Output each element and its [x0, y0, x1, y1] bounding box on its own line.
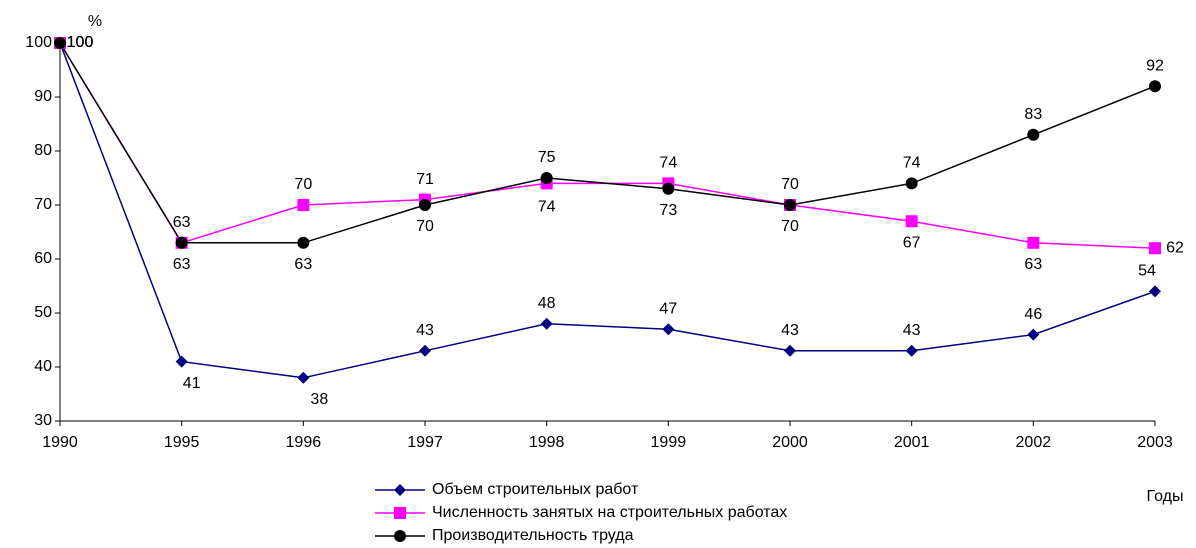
- data-label: 54: [1138, 263, 1156, 280]
- y-tick-label: 50: [34, 304, 52, 321]
- legend-label: Численность занятых на строительных рабо…: [432, 504, 787, 521]
- y-axis-label: %: [88, 13, 102, 30]
- x-tick-label: 1998: [529, 434, 565, 451]
- data-label: 38: [310, 391, 328, 408]
- data-label: 70: [781, 176, 799, 193]
- marker: [784, 344, 796, 357]
- data-label: 62: [1166, 239, 1184, 256]
- marker: [297, 236, 310, 249]
- data-label: 74: [659, 155, 677, 172]
- marker: [1027, 128, 1040, 141]
- data-label: 100: [67, 34, 94, 51]
- legend-marker: [394, 484, 406, 496]
- x-tick-label: 1990: [42, 434, 78, 451]
- series-line: [59, 42, 1156, 379]
- data-label: 41: [183, 375, 201, 392]
- marker: [175, 236, 188, 249]
- data-label: 63: [1024, 256, 1042, 273]
- data-label: 74: [538, 199, 556, 216]
- data-label: 43: [903, 322, 921, 339]
- data-label: 83: [1024, 106, 1042, 123]
- x-tick-label: 2002: [1016, 434, 1052, 451]
- y-tick-label: 30: [34, 412, 52, 429]
- data-label: 63: [173, 256, 191, 273]
- y-tick-label: 80: [34, 142, 52, 159]
- marker: [540, 172, 553, 184]
- marker: [662, 323, 675, 336]
- marker: [905, 344, 918, 357]
- marker: [1149, 242, 1161, 255]
- y-tick-label: 40: [34, 358, 52, 375]
- legend-marker: [394, 530, 406, 542]
- y-tick-label: 60: [34, 250, 52, 267]
- marker: [662, 182, 675, 195]
- x-tick-label: 1995: [164, 434, 200, 451]
- data-label: 75: [538, 149, 556, 166]
- data-label: 48: [538, 295, 556, 312]
- data-label: 70: [781, 218, 799, 235]
- data-label: 67: [903, 234, 921, 251]
- data-label: 63: [294, 256, 312, 273]
- data-label: 63: [173, 214, 191, 231]
- marker: [54, 37, 66, 49]
- y-tick-label: 90: [34, 88, 52, 105]
- marker: [1149, 285, 1161, 298]
- x-tick-label: 2001: [894, 434, 930, 451]
- x-tick-label: 1997: [407, 434, 443, 451]
- data-label: 47: [659, 300, 677, 317]
- marker: [1027, 328, 1040, 341]
- marker: [419, 344, 431, 357]
- data-label: 43: [416, 322, 434, 339]
- marker: [1149, 80, 1161, 93]
- data-label: 73: [659, 202, 677, 219]
- x-axis-label: Годы: [1147, 488, 1184, 505]
- y-tick-label: 100: [25, 34, 52, 51]
- legend-label: Объем строительных работ: [432, 481, 639, 498]
- legend-marker: [394, 507, 406, 519]
- data-label: 46: [1024, 306, 1042, 323]
- x-tick-label: 2000: [772, 434, 808, 451]
- x-tick-label: 1996: [286, 434, 322, 451]
- data-label: 70: [294, 176, 312, 193]
- marker: [540, 317, 553, 330]
- marker: [905, 215, 918, 228]
- marker: [297, 371, 310, 384]
- marker: [905, 177, 918, 190]
- legend-label: Производительность труда: [432, 527, 634, 544]
- marker: [419, 199, 431, 211]
- data-label: 70: [416, 218, 434, 235]
- data-label: 74: [903, 155, 921, 172]
- x-tick-label: 2003: [1137, 434, 1173, 451]
- marker: [784, 199, 796, 211]
- data-label: 100: [67, 34, 94, 51]
- x-tick-label: 1999: [651, 434, 687, 451]
- marker: [1027, 236, 1040, 249]
- series-line: [59, 42, 1156, 249]
- marker: [175, 355, 188, 368]
- marker: [297, 199, 310, 211]
- data-label: 100: [67, 34, 94, 51]
- data-label: 43: [781, 322, 799, 339]
- y-tick-label: 70: [34, 196, 52, 213]
- data-label: 71: [416, 171, 434, 188]
- data-label: 92: [1146, 57, 1164, 74]
- series-line: [59, 42, 1156, 244]
